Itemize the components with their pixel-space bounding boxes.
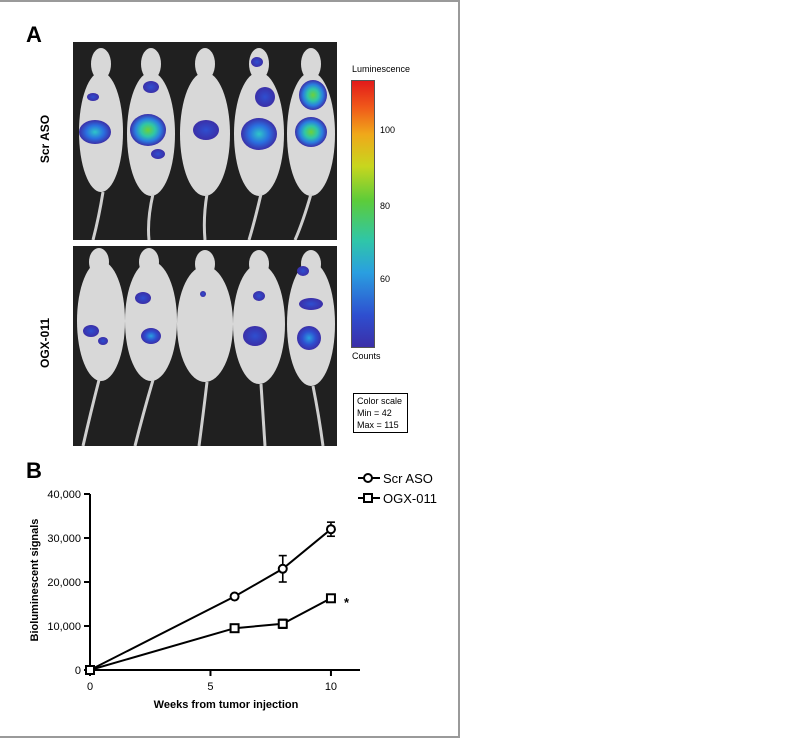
color-scale-title: Color scale	[357, 396, 403, 406]
chart-axes	[89, 494, 360, 671]
legend-marker-circle	[363, 473, 373, 483]
x-tick-label: 10	[325, 681, 337, 693]
x-tick-label: 5	[207, 681, 213, 693]
legend-marker-square	[363, 493, 373, 503]
mouse-image-ogx-011	[73, 246, 337, 446]
chart-legend: Scr ASO OGX-011	[358, 471, 437, 506]
data-point-circle	[229, 591, 240, 602]
data-point-circle	[325, 524, 336, 535]
data-point-square	[85, 665, 95, 675]
data-point-square	[277, 618, 288, 629]
panel-b-letter: B	[26, 458, 42, 483]
colorbar-title: Luminescence	[352, 64, 411, 74]
y-tick-label: 30,000	[47, 533, 81, 545]
y-tick-label: 20,000	[47, 577, 81, 589]
data-point-square	[325, 593, 336, 604]
x-axis-label: Weeks from tumor injection	[154, 699, 299, 711]
color-scale-box: Color scale Min = 42 Max = 115	[353, 393, 408, 433]
y-tick-label: 0	[75, 665, 81, 677]
chart-marks	[85, 521, 336, 675]
mouse-image-scr-aso	[73, 42, 337, 240]
y-tick-label: 10,000	[47, 621, 81, 633]
colorbar	[351, 80, 375, 348]
color-scale-max: Max = 115	[357, 420, 399, 430]
data-point-square	[229, 623, 240, 634]
y-axis-label: Bioluminescent signals	[29, 519, 41, 642]
series-line-scr-aso	[89, 528, 332, 671]
data-point-circle	[277, 563, 288, 574]
significance-asterisk: *	[344, 595, 350, 610]
colorbar-counts-label: Counts	[352, 351, 381, 361]
y-tick-label: 40,000	[47, 489, 81, 501]
colorbar-tick-100: 100	[380, 125, 396, 135]
row-label-scr-aso: Scr ASO	[38, 114, 52, 164]
panel-a-letter: A	[26, 22, 42, 47]
series-line-ogx-011	[89, 597, 332, 671]
color-scale-min: Min = 42	[357, 408, 392, 418]
chart-ticks: 0 10,000 20,000 30,000 40,000 0 5 10	[47, 489, 337, 693]
chart-lines	[89, 528, 332, 671]
legend-label: Scr ASO	[383, 471, 433, 486]
legend-label: OGX-011	[383, 491, 437, 506]
x-tick-label: 0	[87, 681, 93, 693]
colorbar-tick-60: 60	[380, 274, 391, 284]
colorbar-tick-80: 80	[380, 201, 391, 211]
line-chart: 0 10,000 20,000 30,000 40,000 0 5 10 Scr ASO OGX…	[29, 471, 437, 711]
row-label-ogx-011: OGX-011	[38, 317, 52, 369]
